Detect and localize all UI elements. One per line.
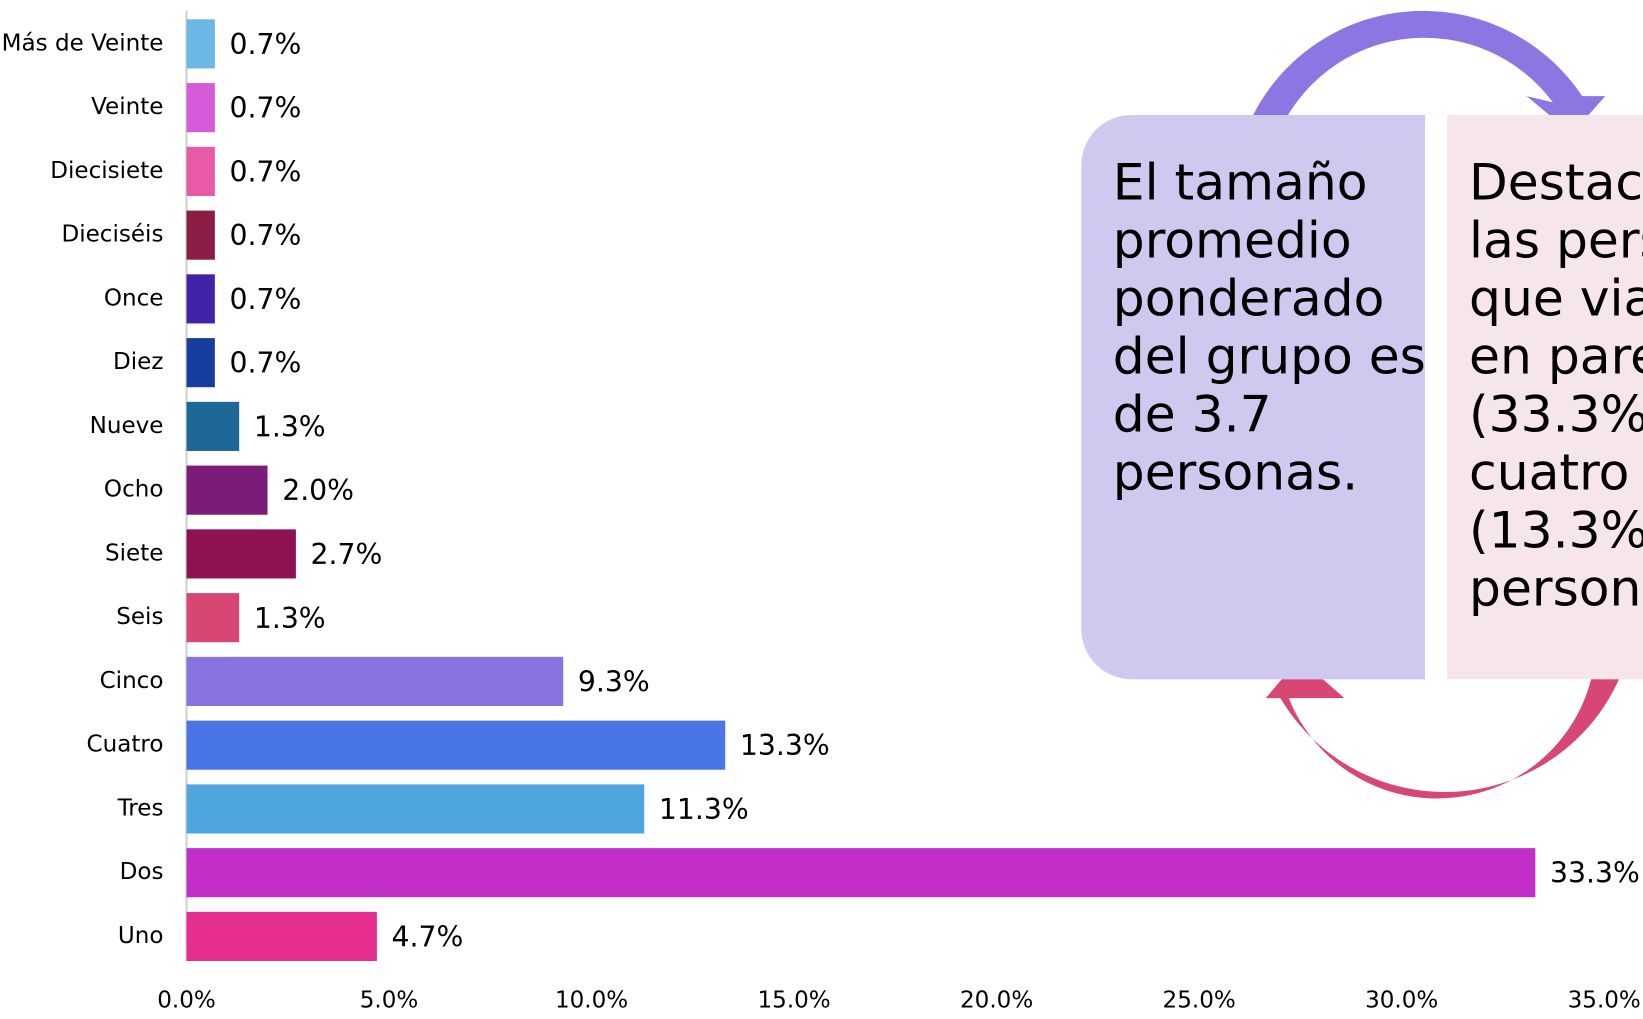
y-tick-label: Diez	[113, 349, 163, 375]
value-label: 11.3%	[659, 793, 749, 826]
value-label: 13.3%	[740, 729, 830, 762]
y-tick-label: Nueve	[90, 413, 164, 439]
bar	[186, 784, 645, 834]
bar	[186, 656, 564, 706]
cycle-arrow-top	[1244, 10, 1606, 134]
bar	[186, 274, 215, 324]
bar	[186, 848, 1536, 898]
box-text: del grupo es	[1113, 327, 1426, 386]
bar	[186, 529, 296, 579]
value-label: 0.7%	[230, 219, 302, 252]
box-text: persona	[1469, 559, 1643, 618]
y-tick-label: Ocho	[104, 477, 164, 503]
y-tick-label: Uno	[118, 923, 164, 949]
bar	[186, 593, 240, 643]
y-tick-label: Dos	[120, 859, 164, 885]
value-label: 2.0%	[282, 474, 354, 507]
value-label: 0.7%	[230, 92, 302, 125]
y-tick-label: Dieciséis	[61, 222, 163, 248]
bar	[186, 465, 268, 515]
box-text: cuatro	[1469, 443, 1629, 502]
y-tick-label: Veinte	[91, 94, 163, 120]
y-tick-label: Más de Veinte	[2, 30, 164, 56]
y-tick-label: Cinco	[100, 668, 164, 694]
value-label: 0.7%	[230, 28, 302, 61]
box-text: El tamaño	[1113, 153, 1368, 212]
box-text: que viaj	[1469, 269, 1643, 328]
box-text: Destaca	[1469, 153, 1643, 212]
box-text: (33.3%	[1469, 385, 1643, 444]
y-tick-label: Tres	[117, 795, 164, 821]
value-label: 0.7%	[230, 347, 302, 380]
value-label: 4.7%	[392, 921, 464, 954]
value-label: 1.3%	[254, 602, 326, 635]
box-text: de 3.7	[1113, 385, 1272, 444]
bar	[186, 146, 215, 196]
y-tick-label: Once	[104, 285, 164, 311]
value-label: 1.3%	[254, 411, 326, 444]
bar	[186, 19, 215, 69]
cycle-arrow-bottom	[1265, 658, 1627, 799]
x-tick-label: 30.0%	[1365, 988, 1438, 1014]
value-label: 2.7%	[311, 538, 383, 571]
bar	[186, 210, 215, 260]
x-tick-label: 25.0%	[1163, 988, 1236, 1014]
value-label: 33.3%	[1550, 857, 1640, 890]
y-tick-label: Seis	[116, 604, 163, 630]
value-label: 0.7%	[230, 283, 302, 316]
box-text: en pare	[1469, 327, 1643, 386]
value-label: 0.7%	[230, 156, 302, 189]
x-tick-label: 35.0%	[1568, 988, 1641, 1014]
value-label: 9.3%	[578, 666, 650, 699]
x-tick-label: 20.0%	[960, 988, 1033, 1014]
bar	[186, 911, 377, 961]
x-tick-label: 15.0%	[757, 988, 830, 1014]
x-tick-label: 10.0%	[555, 988, 628, 1014]
x-tick-label: 5.0%	[360, 988, 419, 1014]
bar	[186, 338, 215, 388]
y-tick-label: Cuatro	[87, 732, 164, 758]
text-box	[1447, 114, 1643, 680]
box-text: ponderado	[1113, 269, 1385, 328]
box-text: promedio	[1113, 211, 1352, 270]
bar	[186, 83, 215, 133]
y-tick-label: Diecisiete	[50, 158, 163, 184]
bar	[186, 401, 240, 451]
text-box	[1081, 114, 1426, 680]
y-tick-label: Siete	[105, 540, 163, 566]
box-text: personas.	[1113, 443, 1358, 502]
bar	[186, 720, 726, 770]
box-text: (13.3%	[1469, 501, 1643, 560]
box-text: las pers	[1469, 211, 1643, 270]
x-tick-label: 0.0%	[157, 988, 216, 1014]
